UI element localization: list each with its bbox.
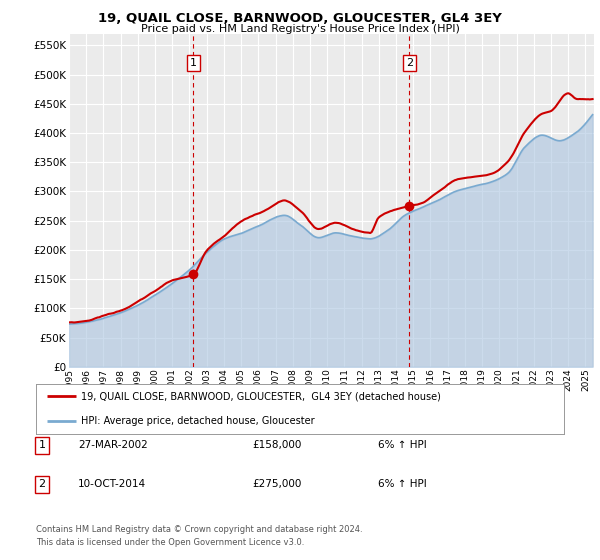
Text: 6% ↑ HPI: 6% ↑ HPI bbox=[378, 440, 427, 450]
Text: 6% ↑ HPI: 6% ↑ HPI bbox=[378, 479, 427, 489]
Text: £275,000: £275,000 bbox=[252, 479, 301, 489]
Text: 1: 1 bbox=[38, 440, 46, 450]
Text: Price paid vs. HM Land Registry's House Price Index (HPI): Price paid vs. HM Land Registry's House … bbox=[140, 24, 460, 34]
Text: 10-OCT-2014: 10-OCT-2014 bbox=[78, 479, 146, 489]
Text: Contains HM Land Registry data © Crown copyright and database right 2024.: Contains HM Land Registry data © Crown c… bbox=[36, 525, 362, 534]
Text: 2: 2 bbox=[38, 479, 46, 489]
Text: 27-MAR-2002: 27-MAR-2002 bbox=[78, 440, 148, 450]
Text: 19, QUAIL CLOSE, BARNWOOD, GLOUCESTER, GL4 3EY: 19, QUAIL CLOSE, BARNWOOD, GLOUCESTER, G… bbox=[98, 12, 502, 25]
Text: HPI: Average price, detached house, Gloucester: HPI: Average price, detached house, Glou… bbox=[81, 417, 314, 426]
Text: This data is licensed under the Open Government Licence v3.0.: This data is licensed under the Open Gov… bbox=[36, 538, 304, 547]
Text: 1: 1 bbox=[190, 58, 197, 68]
Text: 2: 2 bbox=[406, 58, 413, 68]
Text: £158,000: £158,000 bbox=[252, 440, 301, 450]
Text: 19, QUAIL CLOSE, BARNWOOD, GLOUCESTER,  GL4 3EY (detached house): 19, QUAIL CLOSE, BARNWOOD, GLOUCESTER, G… bbox=[81, 391, 441, 401]
